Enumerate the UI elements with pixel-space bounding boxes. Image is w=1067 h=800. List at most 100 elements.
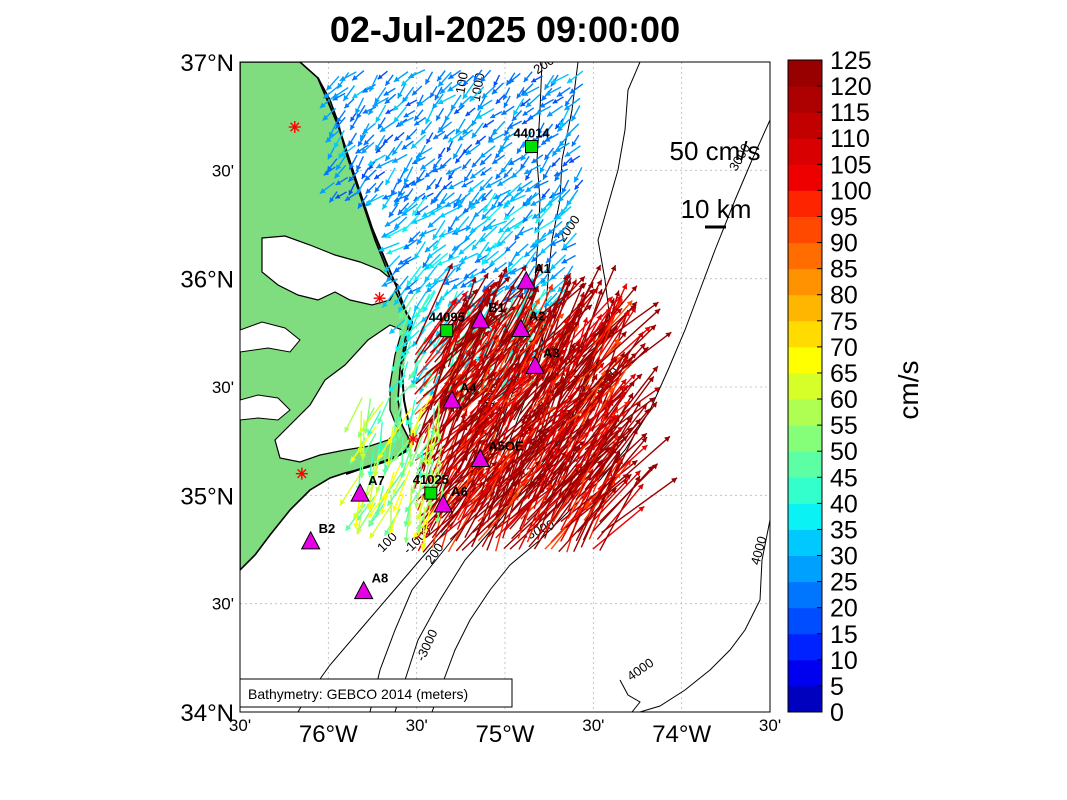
current-vector — [493, 228, 508, 249]
current-vector — [558, 373, 598, 444]
station-triangle-marker — [442, 389, 462, 409]
station-A3[interactable]: A3 — [525, 345, 560, 374]
current-vector — [361, 122, 377, 135]
station-label: A7 — [368, 473, 385, 488]
current-vector — [394, 329, 409, 353]
current-vector — [522, 107, 535, 117]
colorbar-tick-label: 0 — [830, 699, 844, 727]
current-vector — [471, 122, 484, 139]
current-vector — [530, 197, 546, 207]
current-vector — [458, 239, 477, 256]
station-A2[interactable]: A2 — [511, 309, 546, 337]
current-vector — [564, 94, 574, 107]
current-vector — [503, 129, 520, 141]
current-vector — [393, 131, 405, 142]
station-A8[interactable]: A8 — [353, 571, 389, 600]
station-A1[interactable]: A1 — [516, 261, 551, 290]
current-vector — [565, 123, 580, 138]
station-A7[interactable]: A7 — [350, 473, 385, 502]
current-vector — [549, 238, 566, 247]
station-triangle-marker — [470, 309, 491, 329]
current-vector — [429, 85, 438, 98]
current-vector — [333, 130, 345, 149]
current-vector — [470, 193, 485, 211]
current-vector — [424, 71, 434, 85]
current-vector — [342, 85, 356, 102]
current-vector — [365, 182, 377, 195]
current-vector — [447, 69, 462, 80]
station-B2[interactable]: B2 — [300, 521, 336, 550]
current-vector — [597, 401, 658, 481]
colorbar-swatch — [788, 685, 822, 713]
current-vector — [382, 134, 394, 145]
colorbar-swatch — [788, 399, 822, 426]
current-vector — [469, 220, 488, 234]
current-vector — [546, 105, 564, 118]
current-vector — [423, 422, 431, 465]
current-vector — [411, 195, 428, 217]
current-vector — [415, 144, 427, 163]
map-area[interactable]: 100100020002000300030001000-3000100-1000… — [180, 48, 781, 748]
current-vector — [556, 119, 570, 133]
current-vector — [544, 133, 559, 143]
current-vector — [436, 70, 446, 82]
current-vector — [406, 265, 422, 287]
colorbar-swatch — [788, 320, 822, 348]
station-label: A3 — [543, 345, 560, 360]
buoy-square-marker — [440, 324, 454, 338]
current-vector — [450, 94, 462, 111]
current-vector — [525, 192, 537, 207]
station-A6[interactable]: A6 — [433, 484, 468, 513]
current-vector — [374, 180, 384, 193]
current-vector — [561, 254, 576, 264]
current-vector — [434, 177, 443, 190]
current-vector — [366, 410, 382, 437]
y-tick-label: 36°N — [180, 267, 234, 294]
current-vector — [401, 203, 418, 217]
current-vector — [426, 244, 447, 259]
current-vector — [447, 130, 465, 143]
current-vector — [575, 397, 603, 463]
current-vector — [444, 107, 455, 122]
current-vector — [348, 183, 356, 196]
station-B1[interactable]: B1 — [470, 300, 505, 329]
current-vector — [403, 109, 416, 118]
current-vector — [410, 134, 426, 150]
station-label: 44095 — [429, 310, 465, 325]
current-vector — [432, 268, 449, 285]
current-vector — [436, 255, 460, 266]
current-vector — [362, 83, 376, 94]
current-vector — [432, 130, 446, 140]
station-44095[interactable]: 44095 — [429, 310, 465, 338]
pamlico-sound — [274, 324, 403, 463]
current-vector — [479, 145, 496, 159]
current-vector — [512, 98, 525, 117]
current-vector — [425, 178, 437, 191]
current-vector — [489, 304, 532, 356]
current-vector — [385, 425, 394, 468]
colorbar-swatch — [788, 372, 822, 400]
station-triangle-marker — [433, 493, 453, 513]
station-41025[interactable]: 41025 — [413, 472, 449, 500]
current-vector — [325, 75, 340, 91]
current-vector — [601, 477, 678, 534]
current-vector — [457, 194, 468, 210]
current-vector — [478, 336, 500, 396]
current-vector — [511, 110, 523, 122]
buoy-square-marker — [424, 486, 438, 500]
current-vector — [397, 116, 414, 126]
current-vector — [599, 375, 655, 451]
current-vector — [343, 98, 355, 109]
station-label: 41025 — [413, 472, 449, 487]
current-vector — [492, 189, 512, 200]
current-vector — [383, 255, 401, 273]
current-vector — [480, 189, 493, 202]
current-vector — [386, 244, 409, 255]
y-tick-label: 30' — [212, 378, 234, 397]
station-A4[interactable]: A4 — [442, 380, 477, 409]
colorbar-swatch — [788, 451, 822, 478]
current-vector — [397, 202, 410, 216]
station-A5OE[interactable]: A5OE — [470, 439, 524, 467]
current-vector — [506, 120, 523, 130]
station-44014[interactable]: 44014 — [514, 126, 551, 153]
